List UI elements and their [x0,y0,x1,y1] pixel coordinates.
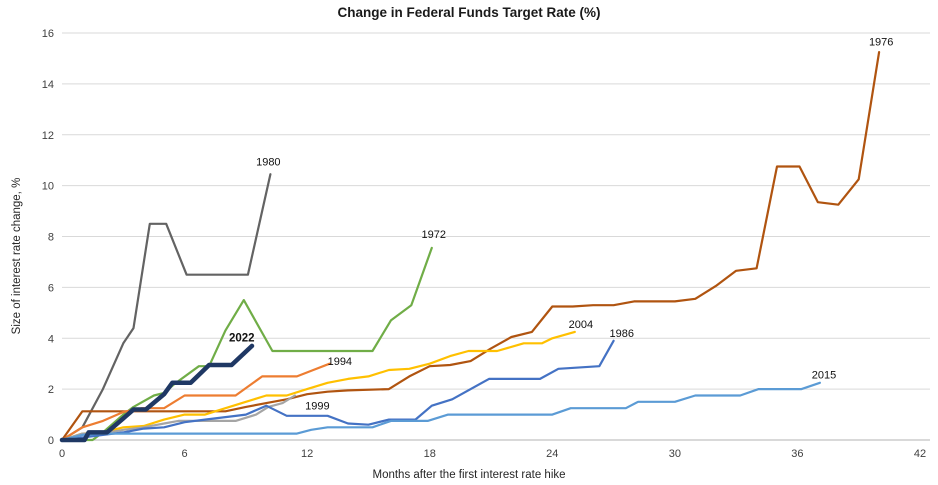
y-tick-6: 6 [48,282,54,294]
x-tick-6: 6 [182,448,188,460]
x-tick-24: 24 [546,448,558,460]
series-line-2015 [60,381,822,442]
series-line-1986 [60,339,615,442]
x-tick-18: 18 [424,448,436,460]
x-axis-title: Months after the first interest rate hik… [372,469,565,481]
series-label-1999: 1999 [305,400,329,412]
x-tick-36: 36 [791,448,803,460]
series-end-labels: 1980 1972 1976 1994 2004 1999 1986 2015 2022 [229,37,893,413]
series-line-2022 [59,343,255,443]
x-tick-0: 0 [59,448,65,460]
y-tick-0: 0 [48,435,54,447]
x-tick-30: 30 [669,448,681,460]
y-tick-8: 8 [48,232,54,244]
series-lines [59,50,881,443]
y-tick-2: 2 [48,384,54,396]
series-label-1972: 1972 [422,229,446,241]
y-tick-16: 16 [42,28,54,40]
series-label-1986: 1986 [610,328,634,340]
y-tick-4: 4 [48,333,54,345]
y-tick-10: 10 [42,181,54,193]
series-label-2015: 2015 [812,369,836,381]
series-label-1994: 1994 [328,356,352,368]
series-line-1980 [60,173,272,442]
series-line-2004 [60,330,576,442]
chart-title: Change in Federal Funds Target Rate (%) [337,5,600,20]
series-label-1976: 1976 [869,37,893,49]
gridlines [62,32,930,441]
series-label-2022: 2022 [229,332,255,344]
y-axis-title: Size of interest rate change, % [11,178,23,335]
series-label-2004: 2004 [569,319,593,331]
series-line-1994 [60,362,331,442]
x-tick-42: 42 [914,448,926,460]
series-line-1972 [60,246,433,442]
y-tick-14: 14 [42,79,54,91]
y-tick-12: 12 [42,130,54,142]
x-tick-12: 12 [301,448,313,460]
series-label-1980: 1980 [256,156,280,168]
